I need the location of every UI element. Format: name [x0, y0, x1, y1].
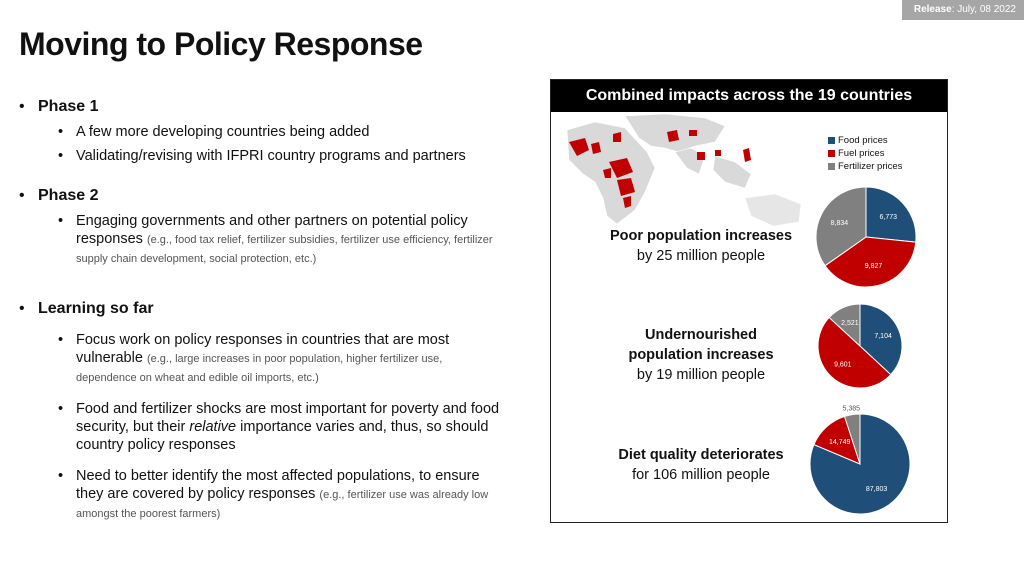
india-shape — [674, 147, 706, 175]
highlight-tanzania — [617, 178, 635, 196]
highlight-bangladesh — [697, 152, 705, 160]
pie-diet-label-1: 14,749 — [829, 439, 851, 446]
legend-item-fertilizer: Fertilizer prices — [828, 160, 902, 173]
pie-diet-slice-2 — [843, 413, 861, 465]
impact-poor-title: Poor population increases — [609, 228, 793, 244]
phase2-heading: Phase 2 — [19, 187, 519, 205]
pie-undernourished-slice-0 — [859, 303, 903, 376]
pie-undernourished-slice-2 — [828, 303, 861, 348]
phase1-item-1: A few more developing countries being ad… — [19, 123, 519, 141]
page-title: Moving to Policy Response — [19, 26, 423, 62]
australia-shape — [744, 193, 802, 227]
impact-diet-title: Diet quality deteriorates — [618, 447, 784, 463]
release-badge: Release: July, 08 2022 — [901, 0, 1024, 20]
pie-undernourished-label-2: 2,521 — [841, 320, 859, 327]
pie-undernourished-label-0: 7,104 — [874, 333, 892, 340]
impact-undernourished-detail: by 19 million people — [636, 367, 766, 383]
impact-diet: Diet quality deteriorates for 106 millio… — [601, 445, 801, 485]
legend-swatch-food — [828, 137, 835, 144]
southeast-asia-shape — [712, 155, 752, 189]
learning-item-1-text: Focus work on policy responses in countr… — [76, 332, 450, 366]
release-date: : July, 08 2022 — [951, 4, 1016, 15]
phase2-item-1: Engaging governments and other partners … — [19, 212, 496, 268]
impact-poor: Poor population increases by 25 million … — [601, 226, 801, 266]
highlight-drc — [603, 168, 611, 178]
learning-item-2-text-b: importance varies and, thus, so should c… — [76, 419, 489, 453]
pie-diet-label-0: 87,803 — [866, 486, 888, 493]
highlight-central-asia — [689, 130, 697, 136]
highlight-east-africa — [609, 158, 633, 178]
pie-poor-slice-0 — [865, 186, 917, 243]
highlight-sahel — [591, 142, 601, 154]
release-label: Release — [913, 4, 952, 15]
pie-poor-label-1: 9,827 — [865, 263, 883, 270]
pie-poor-slice-2 — [815, 186, 867, 267]
highlight-egypt — [613, 132, 621, 142]
impacts-panel: Combined impacts across the 19 countries… — [550, 79, 948, 523]
learning-item-3: Need to better identify the most affecte… — [19, 467, 501, 523]
impact-undernourished-title-2: population increases — [628, 347, 774, 363]
impact-undernourished-title: Undernourished — [645, 327, 757, 343]
highlight-west-africa — [569, 138, 589, 156]
bullet-list: Phase 1 A few more developing countries … — [19, 98, 519, 523]
highlight-mozambique — [623, 196, 631, 208]
impact-undernourished: Undernourished population increases by 1… — [601, 325, 801, 385]
learning-item-2-text-a: Food and fertilizer shocks are most impo… — [76, 401, 500, 435]
legend-swatch-fuel — [828, 150, 835, 157]
impact-poor-detail: by 25 million people — [636, 248, 766, 264]
learning-item-3-examples: (e.g., fertilizer use was already low am… — [76, 489, 489, 520]
pie-chart-poor: 6,773 9,827 8,834 — [815, 186, 917, 288]
panel-title: Combined impacts across the 19 countries — [551, 80, 947, 112]
legend: Food prices Fuel prices Fertilizer price… — [828, 134, 902, 173]
highlight-philippines — [743, 148, 751, 162]
phase1-heading: Phase 1 — [19, 98, 519, 116]
pie-undernourished-slice-1 — [817, 316, 892, 389]
phase1-item-2: Validating/revising with IFPRI country p… — [19, 147, 471, 165]
legend-label-food: Food prices — [838, 135, 888, 146]
legend-item-fuel: Fuel prices — [828, 147, 902, 160]
learning-item-2-emphasis: relative — [189, 419, 237, 435]
impact-diet-detail: for 106 million people — [632, 467, 770, 483]
phase2-item-examples: (e.g., food tax relief, fertilizer subsi… — [76, 234, 493, 265]
world-map-icon — [566, 113, 802, 227]
pie-chart-undernourished: 7,104 9,601 2,521 — [817, 303, 903, 389]
highlight-myanmar — [715, 150, 721, 156]
phase2-item-text: Engaging governments and other partners … — [76, 213, 468, 247]
legend-label-fertilizer: Fertilizer prices — [838, 161, 903, 172]
pie-poor-slice-1 — [824, 236, 917, 288]
legend-item-food: Food prices — [828, 134, 902, 147]
legend-label-fuel: Fuel prices — [838, 148, 885, 159]
pie-poor-label-0: 6,773 — [880, 214, 898, 221]
learning-item-2: Food and fertilizer shocks are most impo… — [19, 400, 501, 454]
learning-heading: Learning so far — [19, 300, 519, 318]
pie-poor-label-2: 8,834 — [831, 220, 849, 227]
learning-item-1: Focus work on policy responses in countr… — [19, 331, 501, 387]
pie-chart-diet: 87,803 14,749 5,385 — [809, 406, 911, 515]
learning-item-1-examples: (e.g., large increases in poor populatio… — [76, 353, 443, 384]
legend-swatch-fertilizer — [828, 163, 835, 170]
pie-diet-label-2: 5,385 — [842, 406, 860, 413]
pie-undernourished-label-1: 9,601 — [834, 361, 852, 368]
learning-item-3-text: Need to better identify the most affecte… — [76, 468, 480, 502]
highlight-pakistan — [667, 130, 679, 142]
